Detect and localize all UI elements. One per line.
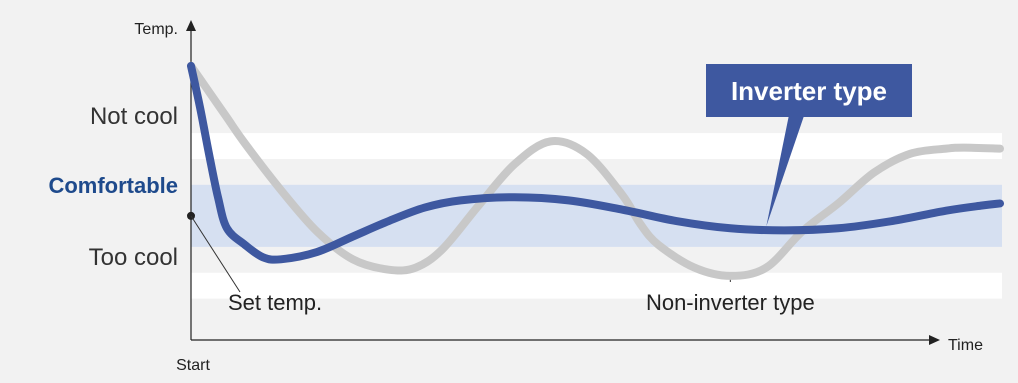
x-axis-label: Time <box>948 337 983 354</box>
band-1 <box>191 184 1002 247</box>
non-inverter-label: Non-inverter type <box>646 290 815 315</box>
set-temp-label: Set temp. <box>228 290 322 315</box>
set-temp-leader-line <box>190 215 241 293</box>
not-cool-label: Not cool <box>90 103 178 130</box>
y-axis-label: Temp. <box>134 21 178 38</box>
series-inverter-line <box>187 61 1004 264</box>
inverter-callout-box <box>706 64 912 117</box>
series-non-inverter-line <box>187 61 1004 280</box>
x-axis-arrow <box>929 335 940 345</box>
band-0 <box>191 133 1002 159</box>
band-2 <box>191 272 1002 299</box>
x-start-label: Start <box>176 357 210 374</box>
comfortable-label: Comfortable <box>48 173 178 198</box>
inverter-callout-label: Inverter type <box>731 76 887 106</box>
too-cool-label: Too cool <box>89 244 178 271</box>
inverter-callout-pointer <box>766 110 806 227</box>
y-axis-arrow <box>186 20 196 31</box>
